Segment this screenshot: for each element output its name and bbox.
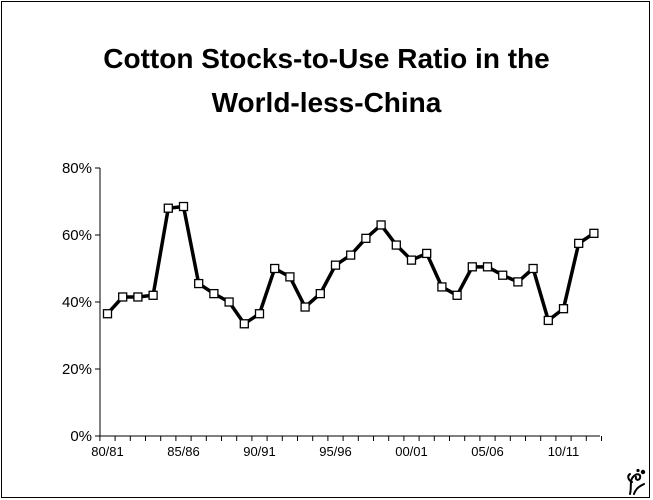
data-point-marker <box>482 262 493 272</box>
data-point-marker <box>589 228 599 238</box>
x-tick-label: 95/96 <box>319 444 352 459</box>
data-point-marker <box>315 288 325 299</box>
chart-title-line-1: Cotton Stocks-to-Use Ratio in the <box>103 43 550 74</box>
data-point-marker <box>133 292 143 302</box>
x-tick-label: 10/11 <box>548 444 580 459</box>
data-point-marker <box>178 201 189 212</box>
data-point-marker <box>224 297 234 307</box>
data-point-marker <box>376 220 386 230</box>
series-line <box>106 204 595 326</box>
data-point-marker <box>361 233 371 244</box>
data-point-marker <box>254 309 265 319</box>
data-point-marker <box>467 262 477 272</box>
data-point-marker <box>209 288 219 299</box>
data-point-marker <box>422 248 432 259</box>
chart-title-line-2: World-less-China <box>211 87 442 118</box>
data-point-marker <box>452 290 462 300</box>
data-point-marker <box>574 238 584 249</box>
data-point-marker <box>498 270 508 280</box>
data-point-marker <box>239 319 249 329</box>
y-tick-label: 20% <box>62 361 92 378</box>
data-point-marker <box>330 260 341 270</box>
data-point-marker <box>118 292 128 302</box>
data-point-marker <box>102 309 113 319</box>
x-tick-label: 05/06 <box>471 444 504 459</box>
data-point-marker <box>558 304 569 314</box>
data-point-marker <box>163 203 173 213</box>
data-point-marker <box>148 290 158 300</box>
data-point-marker <box>346 250 356 260</box>
y-tick-label: 0% <box>70 428 92 445</box>
data-point-marker <box>406 255 417 265</box>
y-tick-label: 40% <box>62 294 92 311</box>
data-point-marker <box>300 302 310 312</box>
data-point-marker <box>391 240 401 250</box>
x-tick-label: 00/01 <box>395 444 428 459</box>
cotton-logo-icon <box>627 468 646 495</box>
x-tick-label: 85/86 <box>167 444 200 459</box>
y-tick-label: 80% <box>62 160 92 177</box>
data-point-marker <box>513 277 523 287</box>
x-tick-label: 90/91 <box>243 444 276 459</box>
data-point-marker <box>285 272 295 282</box>
data-point-marker <box>194 278 204 289</box>
y-tick-label: 60% <box>62 227 92 244</box>
data-point-marker <box>528 263 538 274</box>
x-tick-label: 80/81 <box>91 444 124 459</box>
data-point-marker <box>437 282 447 292</box>
data-point-marker <box>543 315 553 326</box>
data-point-marker <box>270 263 280 274</box>
